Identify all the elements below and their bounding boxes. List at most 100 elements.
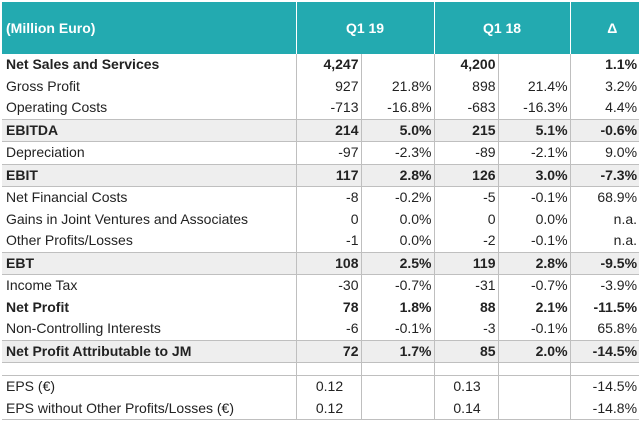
- row-net-profit-attributable: Net Profit Attributable to JM 72 1.7% 85…: [2, 339, 640, 363]
- delta-value: 65.8%: [597, 320, 638, 337]
- q1-18-value: 0.13: [434, 375, 499, 398]
- q1-19-percent: 5.0%: [361, 118, 435, 142]
- q1-18-value: -683: [434, 97, 499, 119]
- q1-18-value: 215: [434, 118, 499, 142]
- q1-18-value: -89: [434, 141, 499, 164]
- row-label: Other Profits/Losses: [2, 230, 297, 252]
- row-operating-costs: Operating Costs -713 -16.8% -683 -16.3% …: [2, 97, 639, 119]
- q1-18-value: 119: [434, 251, 499, 275]
- q1-18-value: 0.14: [434, 397, 499, 420]
- q1-18-percent: -16.3%: [498, 97, 571, 119]
- q1-19-percent: [361, 397, 435, 420]
- q1-18-percent: -2.1%: [498, 141, 571, 164]
- delta-value: -7.3%: [570, 163, 640, 187]
- q1-19-value: 0.12: [296, 397, 362, 420]
- row-eps-without-other: EPS without Other Profits/Losses (€) 0.1…: [2, 397, 640, 420]
- header-q1-18: Q1 18: [434, 2, 571, 54]
- header-q1-19: Q1 19: [296, 2, 435, 54]
- delta-value: 3.2%: [605, 77, 638, 94]
- q1-19-percent: 1.7%: [361, 339, 435, 363]
- q1-19-value: 0: [296, 208, 362, 230]
- q1-19-percent: [361, 375, 435, 398]
- delta-value: 1.1%: [605, 56, 638, 73]
- q1-18-percent: 5.1%: [498, 118, 571, 142]
- q1-19-value: -1: [296, 230, 362, 252]
- q1-19-percent: [361, 54, 435, 76]
- row-depreciation: Depreciation -97 -2.3% -89 -2.1% 9.0%: [2, 141, 639, 164]
- q1-18-percent: -0.1%: [498, 230, 571, 252]
- q1-18-value: 126: [434, 163, 499, 187]
- q1-19-value: 4,247: [296, 54, 362, 76]
- row-ebitda: EBITDA 214 5.0% 215 5.1% -0.6%: [2, 118, 640, 142]
- row-label: Gains in Joint Ventures and Associates: [2, 208, 297, 230]
- q1-19-value: 72: [296, 339, 362, 363]
- row-other-profits-losses: Other Profits/Losses -1 0.0% -2 -0.1% n.…: [2, 230, 639, 252]
- row-gross-profit: Gross Profit 927 21.8% 898 21.4% 3.2%: [2, 75, 639, 97]
- q1-19-percent: 0.0%: [361, 230, 435, 252]
- delta-value: -14.8%: [570, 397, 640, 420]
- q1-18-value: 88: [434, 296, 499, 318]
- row-eps: EPS (€) 0.12 0.13 -14.5%: [2, 375, 639, 398]
- q1-19-percent: 2.8%: [361, 163, 435, 187]
- row-label: Gross Profit: [2, 75, 297, 97]
- row-income-tax: Income Tax -30 -0.7% -31 -0.7% -3.9%: [2, 274, 639, 297]
- q1-19-value: 117: [296, 163, 362, 187]
- row-label: Non-Controlling Interests: [2, 318, 297, 340]
- row-ebt: EBT 108 2.5% 119 2.8% -9.5%: [2, 251, 640, 275]
- q1-18-value: -5: [434, 186, 499, 209]
- q1-18-percent: 0.0%: [498, 208, 571, 230]
- q1-19-value: -30: [296, 274, 362, 297]
- delta-value: -0.6%: [570, 118, 640, 142]
- delta-value: -14.5%: [592, 378, 638, 395]
- q1-18-percent: [498, 375, 571, 398]
- income-statement-table: (Million Euro) Q1 19 Q1 18 Δ Net Sales a…: [2, 2, 640, 420]
- q1-19-percent: -2.3%: [361, 141, 435, 164]
- row-label: Income Tax: [2, 274, 297, 297]
- q1-18-percent: 3.0%: [498, 163, 571, 187]
- delta-value: -9.5%: [570, 251, 640, 275]
- q1-19-value: 108: [296, 251, 362, 275]
- q1-18-percent: -0.1%: [498, 186, 571, 209]
- q1-19-percent: 1.8%: [361, 296, 435, 318]
- row-ebit: EBIT 117 2.8% 126 3.0% -7.3%: [2, 163, 640, 187]
- q1-18-percent: -0.7%: [498, 274, 571, 297]
- q1-19-value: -97: [296, 141, 362, 164]
- q1-19-value: -8: [296, 186, 362, 209]
- row-label: Net Sales and Services: [2, 54, 297, 76]
- row-net-sales: Net Sales and Services 4,247 4,200 1.1%: [2, 54, 639, 76]
- q1-19-value: 214: [296, 118, 362, 142]
- q1-18-value: -3: [434, 318, 499, 340]
- q1-18-percent: [498, 397, 571, 420]
- row-label: Depreciation: [2, 141, 297, 164]
- row-label: Net Profit Attributable to JM: [2, 339, 297, 363]
- q1-19-value: -6: [296, 318, 362, 340]
- q1-19-value: 927: [296, 75, 362, 97]
- q1-19-percent: 2.5%: [361, 251, 435, 275]
- q1-19-percent: -0.2%: [361, 186, 435, 209]
- row-label: Net Profit: [2, 296, 297, 318]
- header-units: (Million Euro): [2, 2, 297, 54]
- row-gains-joint-ventures: Gains in Joint Ventures and Associates 0…: [2, 208, 639, 230]
- row-non-controlling-interests: Non-Controlling Interests -6 -0.1% -3 -0…: [2, 318, 639, 340]
- q1-19-value: 78: [296, 296, 362, 318]
- header-delta: Δ: [570, 2, 640, 54]
- q1-18-value: 4,200: [434, 54, 499, 76]
- row-label: Net Financial Costs: [2, 186, 297, 209]
- q1-18-value: -2: [434, 230, 499, 252]
- q1-18-percent: [498, 54, 571, 76]
- delta-value: n.a.: [613, 210, 638, 227]
- table-header: (Million Euro) Q1 19 Q1 18 Δ: [2, 2, 640, 54]
- q1-19-percent: -0.7%: [361, 274, 435, 297]
- q1-18-percent: -0.1%: [498, 318, 571, 340]
- row-label: EBITDA: [2, 118, 297, 142]
- row-net-profit: Net Profit 78 1.8% 88 2.1% -11.5%: [2, 296, 639, 318]
- q1-18-value: 898: [434, 75, 499, 97]
- delta-value: n.a.: [613, 232, 638, 249]
- delta-value: 68.9%: [597, 189, 638, 206]
- delta-value: 4.4%: [605, 99, 638, 116]
- q1-18-value: 0: [434, 208, 499, 230]
- spacer-row: [2, 362, 640, 376]
- delta-value: -3.9%: [600, 277, 638, 294]
- q1-18-percent: 2.0%: [498, 339, 571, 363]
- row-net-financial-costs: Net Financial Costs -8 -0.2% -5 -0.1% 68…: [2, 186, 639, 209]
